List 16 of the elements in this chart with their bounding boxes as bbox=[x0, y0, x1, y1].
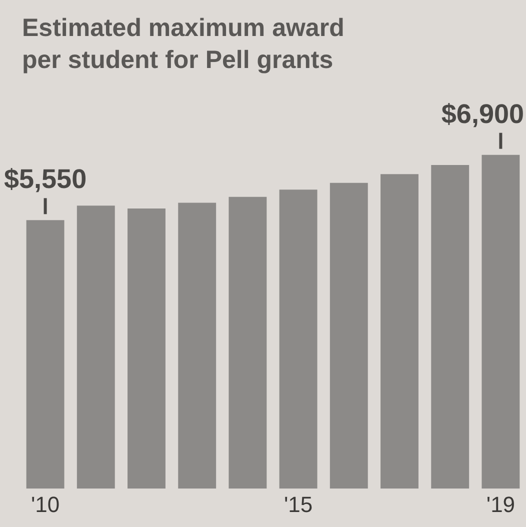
data-label: $6,900 bbox=[441, 98, 524, 129]
x-tick-label: '19 bbox=[486, 492, 516, 517]
bar bbox=[279, 190, 318, 489]
bar bbox=[228, 196, 267, 489]
x-tick-label: '10 bbox=[30, 492, 60, 517]
bar bbox=[380, 174, 418, 489]
bar bbox=[128, 208, 166, 489]
data-label: $5,550 bbox=[4, 164, 87, 194]
bar bbox=[482, 154, 520, 489]
chart-title: Estimated maximum award per student for Pell grants bbox=[22, 13, 346, 76]
bar bbox=[330, 182, 368, 489]
bar bbox=[178, 202, 216, 489]
bar bbox=[431, 164, 470, 489]
bar bbox=[76, 206, 115, 489]
bar bbox=[26, 220, 64, 489]
x-tick-label: '15 bbox=[284, 492, 313, 517]
